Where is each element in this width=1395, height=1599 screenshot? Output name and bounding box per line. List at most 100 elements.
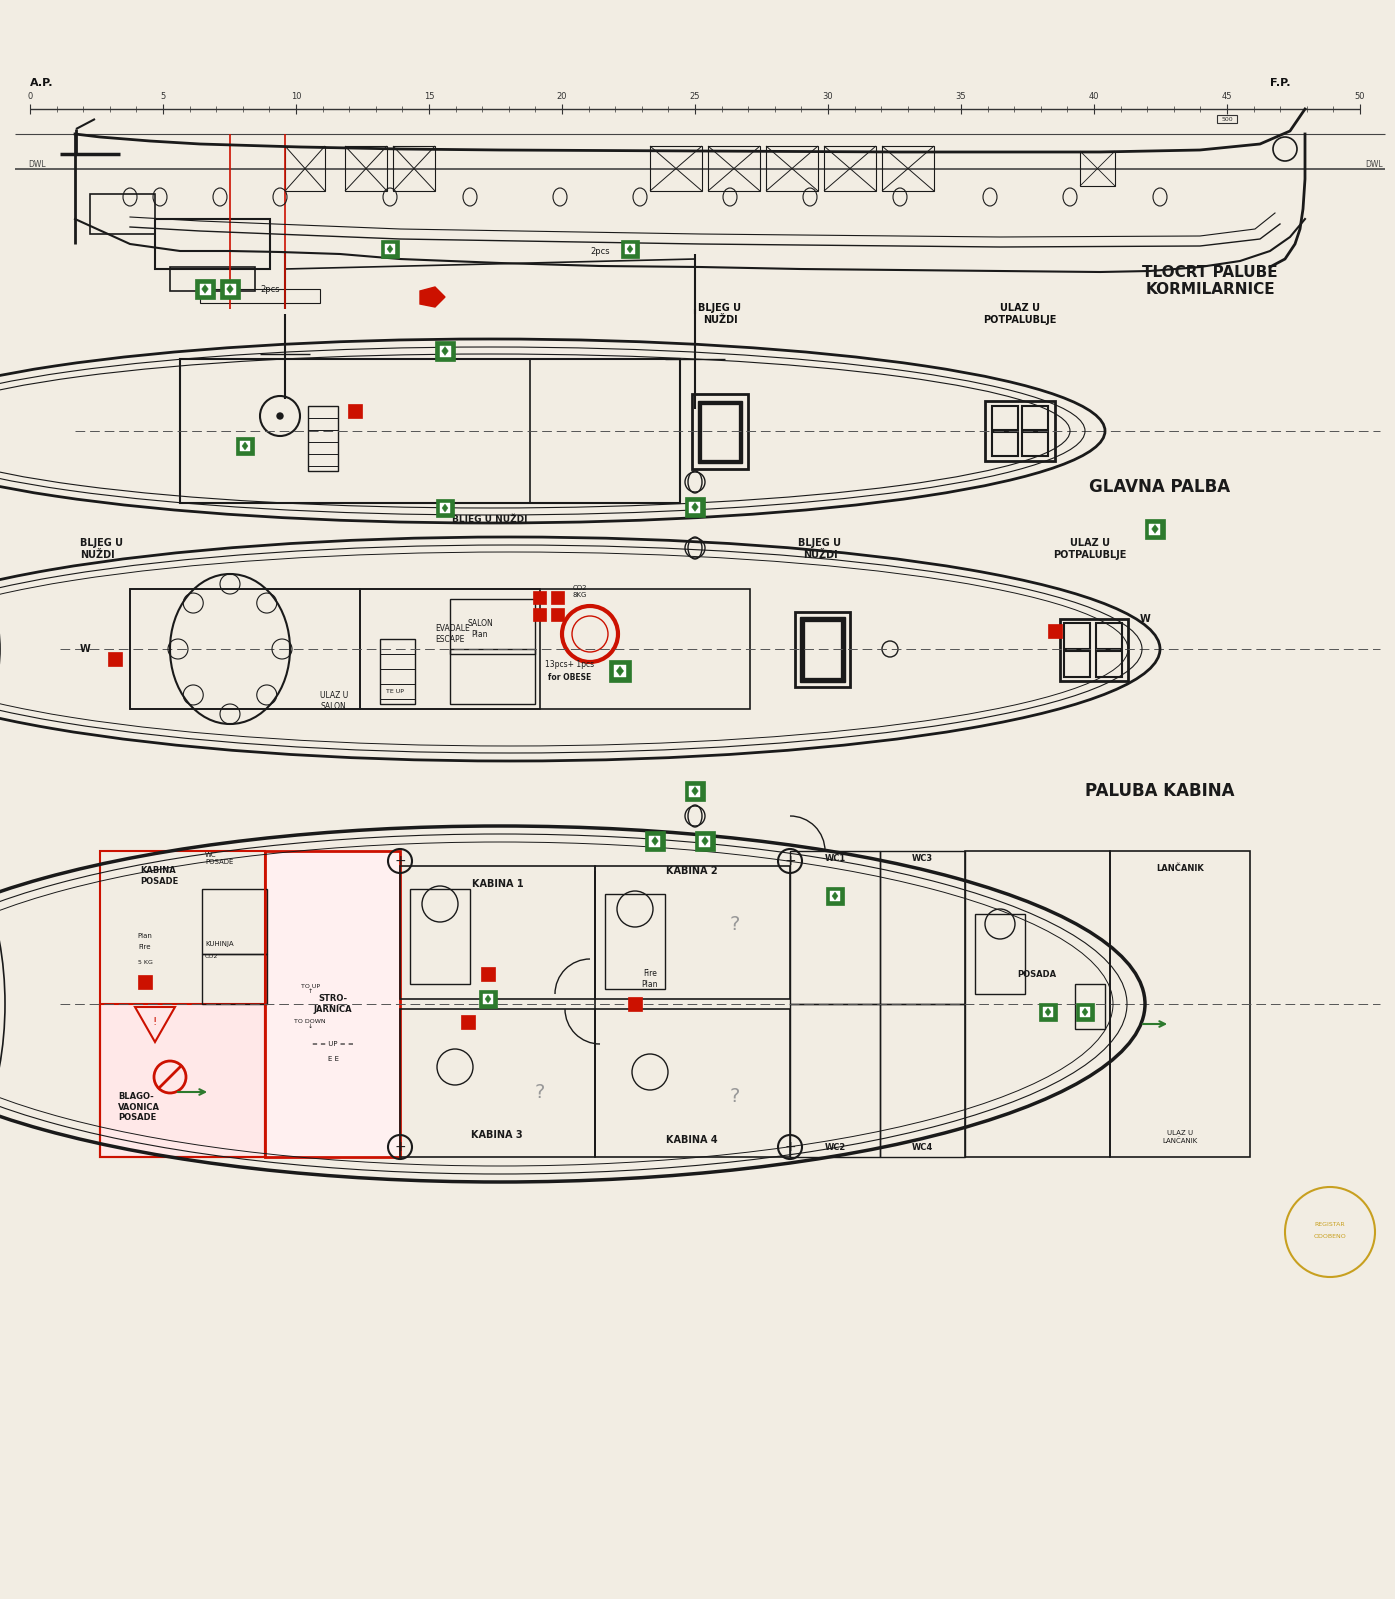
Bar (685, 780, 704, 801)
Text: BLAGO-
VAONICA
POSADE: BLAGO- VAONICA POSADE (119, 1092, 160, 1122)
Bar (1110, 851, 1250, 1158)
Bar (1048, 624, 1062, 638)
Text: TO DOWN
↓: TO DOWN ↓ (294, 1019, 326, 1030)
Bar (650, 146, 702, 190)
Bar (345, 146, 386, 190)
Text: Plan: Plan (138, 932, 152, 939)
Ellipse shape (0, 838, 6, 1170)
Polygon shape (1083, 1007, 1088, 1015)
Bar (439, 345, 451, 357)
Bar (533, 608, 547, 620)
Bar (285, 146, 325, 190)
Polygon shape (420, 286, 445, 307)
Text: WC3: WC3 (911, 854, 933, 862)
Text: 2pcs: 2pcs (259, 285, 279, 294)
Bar (202, 955, 266, 1004)
Bar (650, 836, 660, 846)
Text: 0: 0 (28, 91, 32, 101)
Bar (644, 831, 665, 851)
Bar (709, 146, 760, 190)
Bar (100, 851, 265, 1004)
Text: KABINA 2: KABINA 2 (667, 867, 718, 876)
Polygon shape (442, 504, 448, 512)
Bar (439, 504, 451, 513)
Text: 13pcs+ 1pcs: 13pcs+ 1pcs (545, 659, 594, 668)
Text: ULAZ U
LANČANIK: ULAZ U LANČANIK (1162, 1130, 1198, 1143)
Bar (130, 588, 360, 708)
Bar (992, 432, 1018, 456)
Circle shape (278, 413, 283, 419)
Bar (1145, 520, 1165, 539)
Polygon shape (241, 441, 248, 449)
Bar (992, 406, 1018, 430)
Text: STRO-
JARNICA: STRO- JARNICA (314, 995, 353, 1014)
Text: BLJEG U NUŽDI: BLJEG U NUŽDI (452, 513, 527, 524)
Text: ULAZ U
POTPALUBLJE: ULAZ U POTPALUBLJE (983, 304, 1056, 325)
Text: F.P.: F.P. (1269, 78, 1290, 88)
Bar (975, 915, 1025, 995)
Text: TE UP: TE UP (386, 689, 405, 694)
Text: +: + (395, 854, 406, 868)
Bar (155, 219, 271, 269)
Text: ?: ? (730, 915, 741, 934)
Bar (360, 588, 540, 708)
Polygon shape (202, 285, 208, 293)
Text: KABINA 1: KABINA 1 (472, 879, 523, 889)
Polygon shape (442, 347, 448, 355)
Polygon shape (227, 285, 233, 293)
Bar (451, 649, 536, 704)
Bar (880, 851, 965, 1004)
Bar (685, 497, 704, 516)
Bar (795, 612, 850, 688)
Text: 15: 15 (424, 91, 434, 101)
Bar (1216, 115, 1237, 123)
Bar (385, 245, 395, 254)
Bar (400, 1009, 596, 1158)
Text: 10: 10 (290, 91, 301, 101)
Text: ODOBENO: ODOBENO (1314, 1234, 1346, 1239)
Text: 45: 45 (1222, 91, 1232, 101)
Bar (91, 193, 155, 233)
Text: CO2
8KG: CO2 8KG (573, 585, 587, 598)
Bar (451, 600, 536, 654)
Text: KABINA 3: KABINA 3 (472, 1130, 523, 1140)
Text: PALUBA KABINA: PALUBA KABINA (1085, 782, 1235, 800)
Text: KUHINJA: KUHINJA (205, 940, 233, 947)
Text: BLJEG U
NUŽDI: BLJEG U NUŽDI (798, 539, 841, 560)
Bar (240, 441, 250, 451)
Text: LANČANIK: LANČANIK (1156, 863, 1204, 873)
Polygon shape (485, 995, 491, 1003)
Bar (605, 894, 665, 990)
Text: 5: 5 (160, 91, 166, 101)
Text: WC1: WC1 (824, 854, 845, 862)
Text: W: W (80, 644, 91, 654)
Bar (481, 967, 495, 982)
Bar (199, 283, 211, 294)
Bar (1149, 523, 1161, 534)
Bar (381, 240, 399, 257)
Text: 5 KG: 5 KG (138, 959, 152, 964)
Bar (1023, 406, 1048, 430)
Text: +: + (395, 1140, 406, 1154)
Text: A.P.: A.P. (31, 78, 53, 88)
Bar (790, 1004, 880, 1158)
Bar (596, 1009, 790, 1158)
Bar (766, 146, 817, 190)
Bar (195, 278, 215, 299)
Bar (100, 851, 265, 1158)
Text: 40: 40 (1088, 91, 1099, 101)
Bar (621, 240, 639, 257)
Text: 2pcs: 2pcs (590, 246, 610, 256)
Text: for OBESE: for OBESE (548, 673, 591, 681)
Text: TO UP
↑: TO UP ↑ (300, 983, 319, 995)
Text: 50: 50 (1355, 91, 1366, 101)
Bar (379, 640, 414, 704)
Bar (880, 1004, 965, 1158)
Text: !: ! (153, 1017, 158, 1027)
Text: KABINA
POSADE: KABINA POSADE (140, 867, 179, 886)
Text: 30: 30 (823, 91, 833, 101)
Bar (483, 995, 492, 1004)
Bar (265, 851, 400, 1158)
Bar (130, 588, 751, 708)
Bar (882, 146, 935, 190)
